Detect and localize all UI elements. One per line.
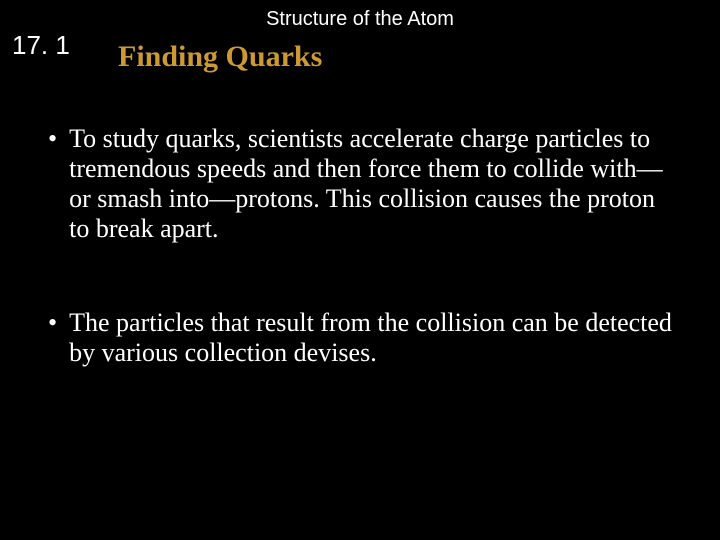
slide-subtitle: Finding Quarks — [118, 40, 322, 74]
bullet-text: To study quarks, scientists accelerate c… — [69, 124, 680, 244]
bullet-dot-icon: • — [48, 124, 69, 244]
bullet-item: • The particles that result from the col… — [48, 308, 680, 368]
bullet-item: • To study quarks, scientists accelerate… — [48, 124, 680, 244]
header-title: Structure of the Atom — [0, 8, 720, 31]
section-number: 17. 1 — [12, 30, 70, 61]
bullet-dot-icon: • — [48, 308, 69, 368]
bullet-text: The particles that result from the colli… — [69, 308, 680, 368]
